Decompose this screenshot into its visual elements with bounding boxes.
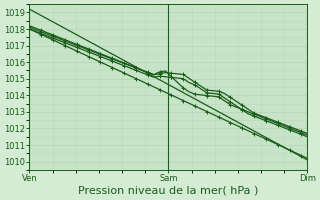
X-axis label: Pression niveau de la mer( hPa ): Pression niveau de la mer( hPa ) [78,186,259,196]
